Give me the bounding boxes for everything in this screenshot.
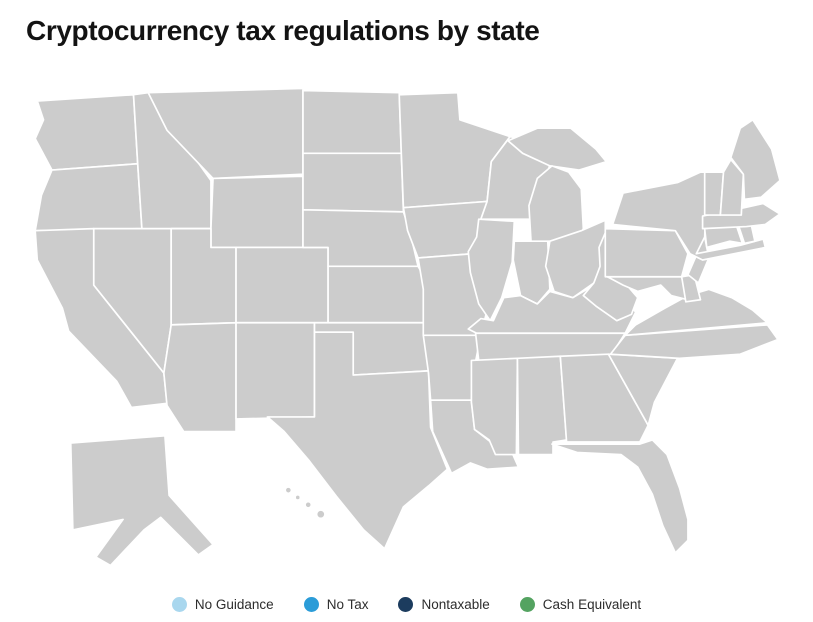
state-hawaii-island-2: [294, 494, 302, 501]
state-hawaii-island-1: [284, 486, 293, 495]
legend-swatch-cash-equivalent: [519, 597, 535, 612]
state-wyoming: [210, 175, 304, 249]
state-oregon: [34, 162, 143, 232]
legend-label-cash-equivalent: Cash Equivalent: [542, 597, 642, 612]
legend-swatch-no-guidance: [171, 597, 187, 612]
state-new-york: [611, 171, 767, 261]
state-hawaii-island-4: [315, 509, 326, 520]
state-south-dakota: [302, 152, 405, 213]
chart-title: Cryptocurrency tax regulations by state: [26, 15, 540, 46]
legend-item-nontaxable: Nontaxable: [398, 597, 490, 612]
state-massachusetts: [701, 202, 781, 230]
legend-swatch-nontaxable: [398, 597, 414, 612]
state-washington: [34, 93, 139, 171]
legend: No Guidance No Tax Nontaxable Cash Equiv…: [0, 597, 813, 612]
state-georgia: [559, 353, 650, 443]
legend-item-no-guidance: No Guidance: [171, 597, 274, 612]
state-kansas: [327, 265, 427, 324]
state-new-hampshire: [719, 158, 745, 216]
state-virginia: [624, 288, 769, 337]
legend-swatch-no-tax: [303, 597, 319, 612]
state-hawaii-island-3: [304, 500, 313, 509]
state-alaska: [69, 434, 214, 567]
state-indiana: [512, 240, 551, 305]
state-michigan-upper-peninsula: [507, 127, 608, 171]
state-illinois: [467, 218, 516, 322]
legend-label-no-tax: No Tax: [326, 597, 369, 612]
legend-item-no-tax: No Tax: [303, 597, 369, 612]
legend-label-no-guidance: No Guidance: [194, 597, 274, 612]
state-texas: [266, 331, 449, 550]
legend-item-cash-equivalent: Cash Equivalent: [519, 597, 642, 612]
state-pennsylvania: [604, 227, 689, 278]
state-new-mexico: [235, 321, 316, 420]
state-michigan: [528, 165, 585, 243]
us-map-svg: [34, 87, 781, 567]
legend-label-nontaxable: Nontaxable: [421, 597, 490, 612]
state-arizona: [163, 321, 237, 433]
state-north-dakota: [302, 89, 403, 155]
states-group: [34, 87, 781, 567]
us-choropleth-map: [8, 82, 803, 574]
state-florida: [551, 439, 689, 554]
state-montana: [147, 87, 304, 180]
state-north-carolina: [609, 324, 779, 360]
state-maine: [729, 118, 781, 201]
state-colorado: [235, 246, 329, 324]
state-alabama: [516, 355, 568, 456]
